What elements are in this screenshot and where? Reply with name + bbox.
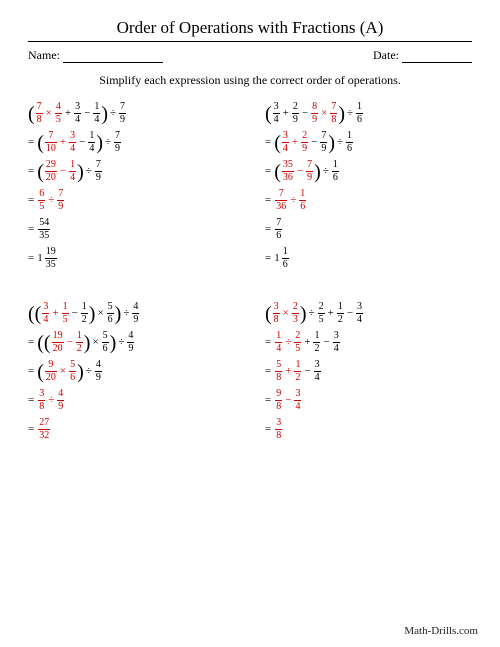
- title-rule: [28, 41, 472, 42]
- worksheet-title: Order of Operations with Fractions (A): [28, 18, 472, 38]
- expression-line: =(710+34−14)÷79: [28, 131, 235, 154]
- problem: (78×45+34−14)÷79 =(710+34−14)÷79 =(2920−14…: [28, 102, 235, 276]
- expression-line: ((34+15−12)×56)÷49: [28, 302, 235, 325]
- expression-line: =38: [265, 418, 472, 441]
- expression-line: =((1920−12)×56)÷49: [28, 331, 235, 354]
- expression-line: (78×45+34−14)÷79: [28, 102, 235, 125]
- problem: (34+29−89×78)÷16 =(34+29−79)÷16 =(3536−79)…: [265, 102, 472, 276]
- expression-line: =58+12−34: [265, 360, 472, 383]
- problem: ((34+15−12)×56)÷49 =((1920−12)×56)÷49 =(92…: [28, 302, 235, 447]
- expression-line: =76: [265, 218, 472, 241]
- expression-line: =38÷49: [28, 389, 235, 412]
- expression-line: =11935: [28, 247, 235, 270]
- expression-line: =736÷16: [265, 189, 472, 212]
- expression-line: (34+29−89×78)÷16: [265, 102, 472, 125]
- meta-row: Name: Date:: [28, 48, 472, 63]
- expression-line: =116: [265, 247, 472, 270]
- expression-line: =(34+29−79)÷16: [265, 131, 472, 154]
- name-blank[interactable]: [63, 52, 163, 63]
- expression-line: =2732: [28, 418, 235, 441]
- expression-line: =14÷25+12−34: [265, 331, 472, 354]
- name-field: Name:: [28, 48, 163, 63]
- instruction: Simplify each expression using the corre…: [28, 73, 472, 88]
- name-label: Name:: [28, 48, 60, 62]
- date-blank[interactable]: [402, 52, 472, 63]
- expression-line: =65÷79: [28, 189, 235, 212]
- expression-line: (38×23)÷25+12−34: [265, 302, 472, 325]
- expression-line: =(3536−79)÷16: [265, 160, 472, 183]
- date-label: Date:: [373, 48, 399, 62]
- date-field: Date:: [373, 48, 472, 63]
- expression-line: =98−34: [265, 389, 472, 412]
- expression-line: =(2920−14)÷79: [28, 160, 235, 183]
- footer: Math-Drills.com: [404, 625, 478, 637]
- expression-line: =(920×56)÷49: [28, 360, 235, 383]
- expression-line: =5435: [28, 218, 235, 241]
- problem: (38×23)÷25+12−34 =14÷25+12−34 =58+12−34 =98…: [265, 302, 472, 447]
- problem-grid: (78×45+34−14)÷79 =(710+34−14)÷79 =(2920−14…: [28, 102, 472, 447]
